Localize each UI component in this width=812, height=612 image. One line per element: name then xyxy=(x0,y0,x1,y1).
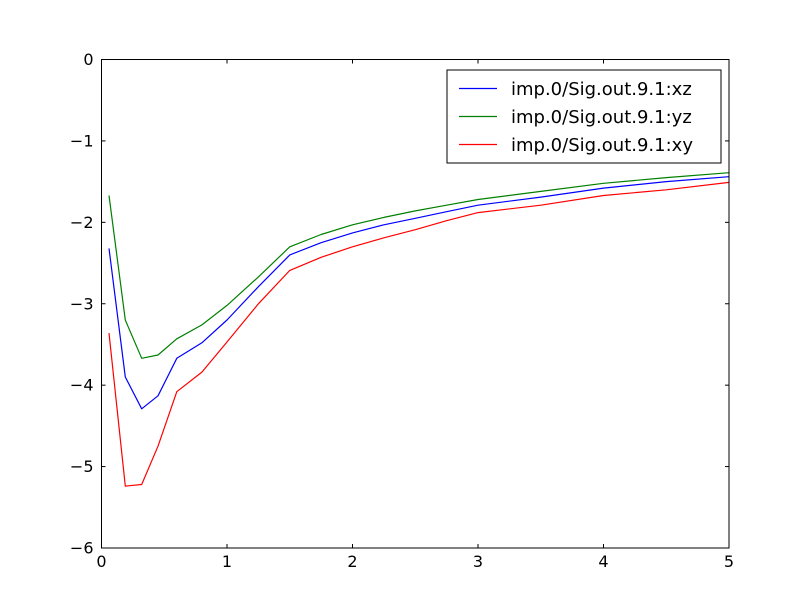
y-tick-label: −1 xyxy=(70,131,94,150)
y-tick-label: −3 xyxy=(70,294,94,313)
y-tick-label: −4 xyxy=(70,376,94,395)
legend-entry-xy: imp.0/Sig.out.9.1:xy xyxy=(459,135,693,156)
x-tick-label: 5 xyxy=(724,552,734,571)
legend-label-xy: imp.0/Sig.out.9.1:xy xyxy=(511,135,693,156)
y-tick-label: −6 xyxy=(70,539,94,558)
x-tick-label: 1 xyxy=(222,552,232,571)
legend-label-yz: imp.0/Sig.out.9.1:yz xyxy=(511,107,692,128)
legend: imp.0/Sig.out.9.1:xz imp.0/Sig.out.9.1:yz… xyxy=(446,69,722,164)
x-tick-label: 2 xyxy=(347,552,357,571)
series-line-xz xyxy=(108,176,730,410)
legend-entry-yz: imp.0/Sig.out.9.1:yz xyxy=(459,107,692,128)
y-tick-label: −2 xyxy=(70,213,94,232)
x-tick-label: 0 xyxy=(96,552,106,571)
legend-entry-xz: imp.0/Sig.out.9.1:xz xyxy=(459,79,692,100)
series-line-xy xyxy=(108,181,730,487)
x-tick-label: 4 xyxy=(598,552,608,571)
y-tick-label: 0 xyxy=(83,50,93,69)
x-tick-label: 3 xyxy=(473,552,483,571)
series-line-yz xyxy=(108,172,730,359)
y-tick-label: −5 xyxy=(70,457,94,476)
legend-label-xz: imp.0/Sig.out.9.1:xz xyxy=(511,79,692,100)
legend-box xyxy=(446,69,722,164)
